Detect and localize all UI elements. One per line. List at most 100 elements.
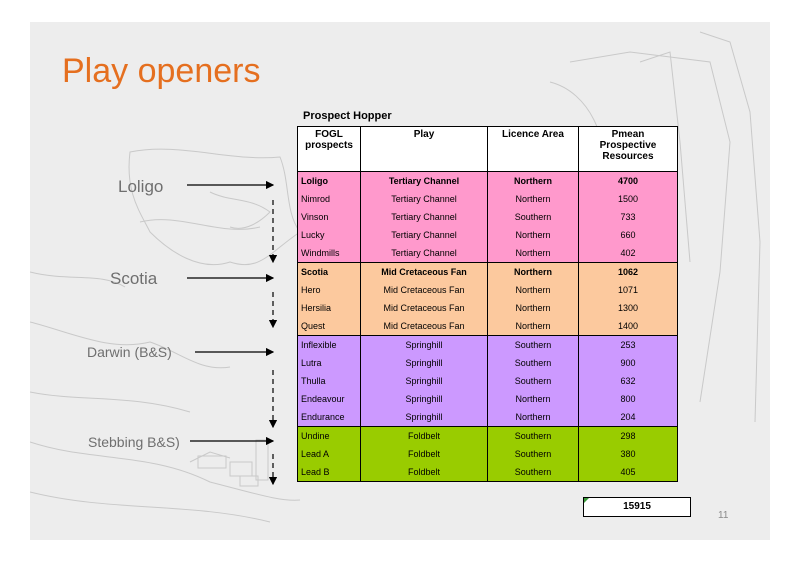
total-corner-mark bbox=[584, 498, 589, 503]
cell-pmean: 800 bbox=[578, 390, 678, 408]
background-map bbox=[30, 31, 761, 523]
cell-prospect: Lead B bbox=[297, 463, 361, 482]
table-row: Vinson Tertiary Channel Southern 733 bbox=[297, 208, 678, 226]
table-row: Hero Mid Cretaceous Fan Northern 1071 bbox=[297, 281, 678, 299]
cell-play: Mid Cretaceous Fan bbox=[360, 262, 488, 281]
cell-prospect: Quest bbox=[297, 317, 361, 336]
cell-pmean: 900 bbox=[578, 354, 678, 372]
table-row: Inflexible Springhill Southern 253 bbox=[297, 335, 678, 354]
cell-area: Southern bbox=[487, 426, 579, 445]
cell-prospect: Hersilia bbox=[297, 299, 361, 317]
total-box: 15915 bbox=[583, 497, 691, 517]
cell-prospect: Lutra bbox=[297, 354, 361, 372]
cell-area: Southern bbox=[487, 372, 579, 390]
cell-play: Foldbelt bbox=[360, 463, 488, 482]
cell-play: Tertiary Channel bbox=[360, 244, 488, 263]
cell-area: Northern bbox=[487, 408, 579, 427]
table-header-row: FOGL prospects Play Licence Area Pmean P… bbox=[297, 126, 678, 172]
cell-pmean: 1500 bbox=[578, 190, 678, 208]
cell-play: Foldbelt bbox=[360, 426, 488, 445]
table-row: Scotia Mid Cretaceous Fan Northern 1062 bbox=[297, 262, 678, 281]
cell-pmean: 4700 bbox=[578, 171, 678, 190]
cell-area: Northern bbox=[487, 390, 579, 408]
cell-prospect: Lucky bbox=[297, 226, 361, 244]
cell-prospect: Endurance bbox=[297, 408, 361, 427]
header-prospects: FOGL prospects bbox=[297, 126, 361, 172]
table-row: Lutra Springhill Southern 900 bbox=[297, 354, 678, 372]
table-body: Loligo Tertiary Channel Northern 4700 Nimrod… bbox=[297, 171, 678, 482]
cell-pmean: 253 bbox=[578, 335, 678, 354]
cell-play: Mid Cretaceous Fan bbox=[360, 281, 488, 299]
cell-play: Springhill bbox=[360, 372, 488, 390]
cell-prospect: Endeavour bbox=[297, 390, 361, 408]
cell-pmean: 405 bbox=[578, 463, 678, 482]
cell-play: Springhill bbox=[360, 408, 488, 427]
cell-prospect: Lead A bbox=[297, 445, 361, 463]
cell-play: Foldbelt bbox=[360, 445, 488, 463]
page-number: 11 bbox=[718, 510, 729, 521]
cell-area: Northern bbox=[487, 244, 579, 263]
slide: Play openers Prospect Hopper Loligo Scot… bbox=[30, 22, 770, 540]
table-caption: Prospect Hopper bbox=[303, 110, 392, 122]
cell-play: Springhill bbox=[360, 390, 488, 408]
header-licence-area: Licence Area bbox=[487, 126, 579, 172]
table-row: Hersilia Mid Cretaceous Fan Northern 1300 bbox=[297, 299, 678, 317]
cell-pmean: 298 bbox=[578, 426, 678, 445]
pointer-arrows bbox=[187, 180, 278, 486]
table-row: Endurance Springhill Northern 204 bbox=[297, 408, 678, 427]
cell-area: Northern bbox=[487, 262, 579, 281]
cell-prospect: Windmills bbox=[297, 244, 361, 263]
cell-pmean: 1400 bbox=[578, 317, 678, 336]
table-row: Lead B Foldbelt Southern 405 bbox=[297, 463, 678, 482]
cell-prospect: Thulla bbox=[297, 372, 361, 390]
table-row: Endeavour Springhill Northern 800 bbox=[297, 390, 678, 408]
total-value: 15915 bbox=[623, 501, 651, 512]
cell-area: Southern bbox=[487, 354, 579, 372]
cell-area: Northern bbox=[487, 317, 579, 336]
cell-prospect: Loligo bbox=[297, 171, 361, 190]
cell-play: Tertiary Channel bbox=[360, 190, 488, 208]
header-play: Play bbox=[360, 126, 488, 172]
table-row: Windmills Tertiary Channel Northern 402 bbox=[297, 244, 678, 263]
cell-area: Northern bbox=[487, 190, 579, 208]
page-title: Play openers bbox=[62, 52, 261, 90]
table-row: Nimrod Tertiary Channel Northern 1500 bbox=[297, 190, 678, 208]
table-row: Undine Foldbelt Southern 298 bbox=[297, 426, 678, 445]
cell-play: Tertiary Channel bbox=[360, 171, 488, 190]
cell-prospect: Scotia bbox=[297, 262, 361, 281]
prospect-table: FOGL prospects Play Licence Area Pmean P… bbox=[297, 126, 678, 482]
label-darwin: Darwin (B&S) bbox=[87, 344, 172, 360]
cell-area: Northern bbox=[487, 299, 579, 317]
cell-area: Southern bbox=[487, 463, 579, 482]
cell-play: Tertiary Channel bbox=[360, 208, 488, 226]
table-row: Lead A Foldbelt Southern 380 bbox=[297, 445, 678, 463]
table-row: Loligo Tertiary Channel Northern 4700 bbox=[297, 171, 678, 190]
cell-play: Tertiary Channel bbox=[360, 226, 488, 244]
label-scotia: Scotia bbox=[110, 269, 158, 288]
cell-prospect: Inflexible bbox=[297, 335, 361, 354]
cell-pmean: 204 bbox=[578, 408, 678, 427]
cell-pmean: 632 bbox=[578, 372, 678, 390]
cell-play: Springhill bbox=[360, 354, 488, 372]
cell-play: Springhill bbox=[360, 335, 488, 354]
cell-area: Northern bbox=[487, 171, 579, 190]
cell-pmean: 660 bbox=[578, 226, 678, 244]
table-row: Quest Mid Cretaceous Fan Northern 1400 bbox=[297, 317, 678, 336]
cell-area: Northern bbox=[487, 281, 579, 299]
cell-pmean: 1062 bbox=[578, 262, 678, 281]
cell-area: Southern bbox=[487, 335, 579, 354]
cell-pmean: 1071 bbox=[578, 281, 678, 299]
cell-prospect: Vinson bbox=[297, 208, 361, 226]
label-stebbing: Stebbing B&S) bbox=[88, 434, 180, 450]
cell-area: Southern bbox=[487, 445, 579, 463]
cell-pmean: 402 bbox=[578, 244, 678, 263]
cell-prospect: Undine bbox=[297, 426, 361, 445]
cell-pmean: 733 bbox=[578, 208, 678, 226]
table-row: Lucky Tertiary Channel Northern 660 bbox=[297, 226, 678, 244]
cell-area: Northern bbox=[487, 226, 579, 244]
cell-pmean: 1300 bbox=[578, 299, 678, 317]
table-row: Thulla Springhill Southern 632 bbox=[297, 372, 678, 390]
cell-prospect: Nimrod bbox=[297, 190, 361, 208]
cell-play: Mid Cretaceous Fan bbox=[360, 299, 488, 317]
label-loligo: Loligo bbox=[118, 177, 164, 196]
